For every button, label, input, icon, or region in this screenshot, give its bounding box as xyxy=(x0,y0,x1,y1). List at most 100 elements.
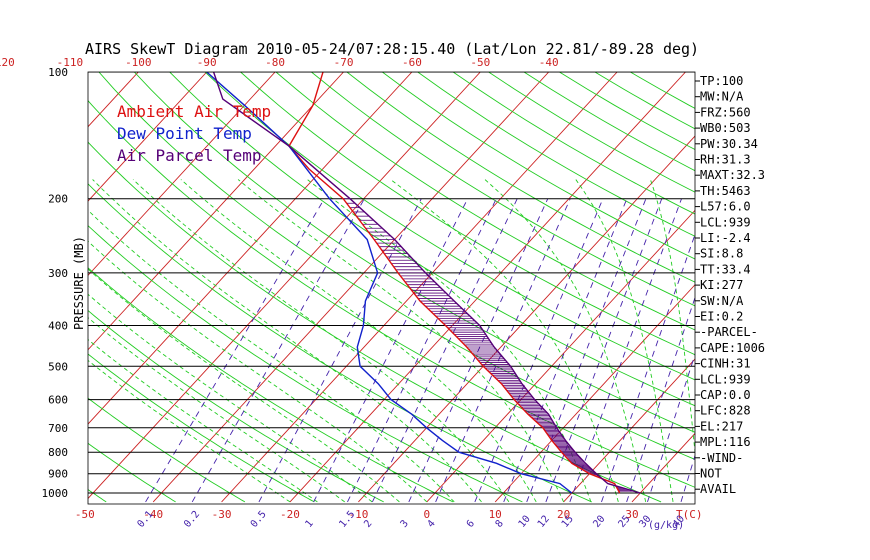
pressure-tick-label: 700 xyxy=(48,422,68,435)
bottom-temp-tick-label: -50 xyxy=(75,508,95,521)
legend-ambient: Ambient Air Temp xyxy=(117,102,271,121)
legend: Ambient Air Temp Dew Point Temp Air Parc… xyxy=(117,102,271,165)
index-label: MAXT:32.3 xyxy=(700,168,765,182)
top-temp-tick-label: -40 xyxy=(539,56,559,69)
bottom-temp-tick-label: 10 xyxy=(489,508,502,521)
isotherm-line xyxy=(494,284,695,503)
mixing-ratio-tick-label: 4 xyxy=(425,518,437,530)
index-label: -PARCEL- xyxy=(700,325,758,339)
dry-adiabat-line xyxy=(346,72,695,283)
mixing-ratio-unit-label: (g/kg) xyxy=(648,520,684,531)
index-label: CAPE:1006 xyxy=(700,341,765,355)
moist-adiabat-line xyxy=(88,268,400,503)
dry-adiabat-line xyxy=(88,225,523,503)
bottom-temp-tick-label: -10 xyxy=(348,508,368,521)
mixing-ratio-line xyxy=(371,198,518,503)
pressure-tick-label: 400 xyxy=(48,319,68,332)
dewpoint-temp-line xyxy=(206,72,573,494)
mixing-ratio-line xyxy=(347,198,497,503)
index-label: EL:217 xyxy=(700,419,743,433)
isotherm-line xyxy=(88,72,208,202)
index-label: PW:30.34 xyxy=(700,137,758,151)
index-label: NOT xyxy=(700,467,722,481)
isotherm-line xyxy=(88,72,344,351)
bottom-temp-tick-label: -20 xyxy=(280,508,300,521)
mixing-ratio-line xyxy=(435,198,571,503)
mixing-ratio-tick-label: 0.5 xyxy=(249,509,269,530)
index-label: KI:277 xyxy=(700,278,743,292)
pressure-tick-labels: 100 200 300 400 500 600 700 800 900 1000 xyxy=(42,66,69,500)
dry-adiabat-line xyxy=(0,72,37,502)
isotherm-line xyxy=(88,72,481,500)
temp-unit-label: T(C) xyxy=(676,508,703,521)
moist-adiabat-line xyxy=(307,179,592,503)
top-temp-tick-label: -60 xyxy=(402,56,422,69)
pressure-tick-label: 500 xyxy=(48,360,68,373)
mixing-ratio-tick-label: 1 xyxy=(303,518,315,530)
index-label: -WIND- xyxy=(700,451,743,465)
isotherm-line xyxy=(0,72,70,502)
mixing-ratio-line xyxy=(313,198,469,503)
mixing-ratio-tick-label: 3 xyxy=(399,518,411,530)
chart-title: AIRS SkewT Diagram 2010-05-24/07:28:15.4… xyxy=(85,40,699,58)
dry-adiabat-line xyxy=(382,72,695,260)
index-label: TT:33.4 xyxy=(700,262,751,276)
bottom-temp-tick-label: -30 xyxy=(212,508,232,521)
dry-adiabat-line xyxy=(88,99,695,488)
mixing-ratio-tick-label: 2 xyxy=(362,518,374,530)
mixing-ratio-line xyxy=(601,233,695,503)
mixing-ratio-line xyxy=(191,198,365,503)
ambient-temp-line xyxy=(288,72,621,494)
isotherm-line xyxy=(221,72,618,503)
pressure-tick-label: 200 xyxy=(48,193,68,206)
bottom-temp-tick-label: 20 xyxy=(557,508,570,521)
mixing-ratio-line xyxy=(626,296,695,503)
parcel-temp-line xyxy=(212,72,641,494)
bottom-temp-tick-label: 30 xyxy=(625,508,638,521)
index-label: LCL:939 xyxy=(700,215,751,229)
moist-adiabat-line xyxy=(649,179,695,457)
dry-adiabat-line xyxy=(88,309,384,503)
index-label: WB0:503 xyxy=(700,121,751,135)
moist-adiabat-line xyxy=(180,179,537,503)
pressure-tick-label: 600 xyxy=(48,394,68,407)
index-label: CINH:31 xyxy=(700,357,751,371)
isotherm-line xyxy=(289,72,686,503)
dry-adiabat-line xyxy=(240,72,695,356)
dry-adiabat-line xyxy=(204,72,695,381)
dry-adiabat-line xyxy=(88,489,107,503)
dry-adiabat-line xyxy=(275,72,695,331)
top-temp-tick-label: -110 xyxy=(57,56,84,69)
index-label: LFC:828 xyxy=(700,404,751,418)
mixing-ratio-line xyxy=(145,198,325,503)
top-temp-tick-label: -80 xyxy=(265,56,285,69)
top-temp-tick-label: -120 xyxy=(0,56,15,69)
bottom-temperature-ticks: -50 -40 -30 -20 -10 0 10 20 30 T(C) xyxy=(75,508,703,521)
mixing-ratio-line xyxy=(408,198,549,503)
mixing-ratio-tick-label: 6 xyxy=(465,518,477,530)
mixing-ratio-tick-label: 10 xyxy=(517,514,533,530)
index-label: RH:31.3 xyxy=(700,153,751,167)
moist-adiabat-line xyxy=(484,179,647,502)
isotherm-line xyxy=(769,72,870,502)
dry-adiabat-line xyxy=(133,72,695,433)
moist-adiabat-line xyxy=(390,179,619,502)
isotherm-line xyxy=(88,72,276,277)
index-label: SI:8.8 xyxy=(700,247,743,261)
dry-adiabat-line xyxy=(311,72,695,307)
cape-hatching xyxy=(343,198,634,492)
isotherm-line xyxy=(426,209,695,503)
pressure-tick-label: 300 xyxy=(48,267,68,280)
moist-adiabat-line xyxy=(92,179,482,503)
index-label: FRZ:560 xyxy=(700,105,751,119)
legend-dewpoint: Dew Point Temp xyxy=(117,124,252,143)
isotherm-line xyxy=(152,72,550,503)
pressure-tick-label: 800 xyxy=(48,446,68,459)
mixing-ratio-line xyxy=(569,198,682,503)
dry-adiabat-line xyxy=(452,72,695,215)
legend-parcel: Air Parcel Temp xyxy=(117,146,262,165)
moist-adiabat-line xyxy=(88,209,455,503)
dry-adiabat-line xyxy=(169,72,695,407)
dry-adiabat-line xyxy=(98,72,695,460)
